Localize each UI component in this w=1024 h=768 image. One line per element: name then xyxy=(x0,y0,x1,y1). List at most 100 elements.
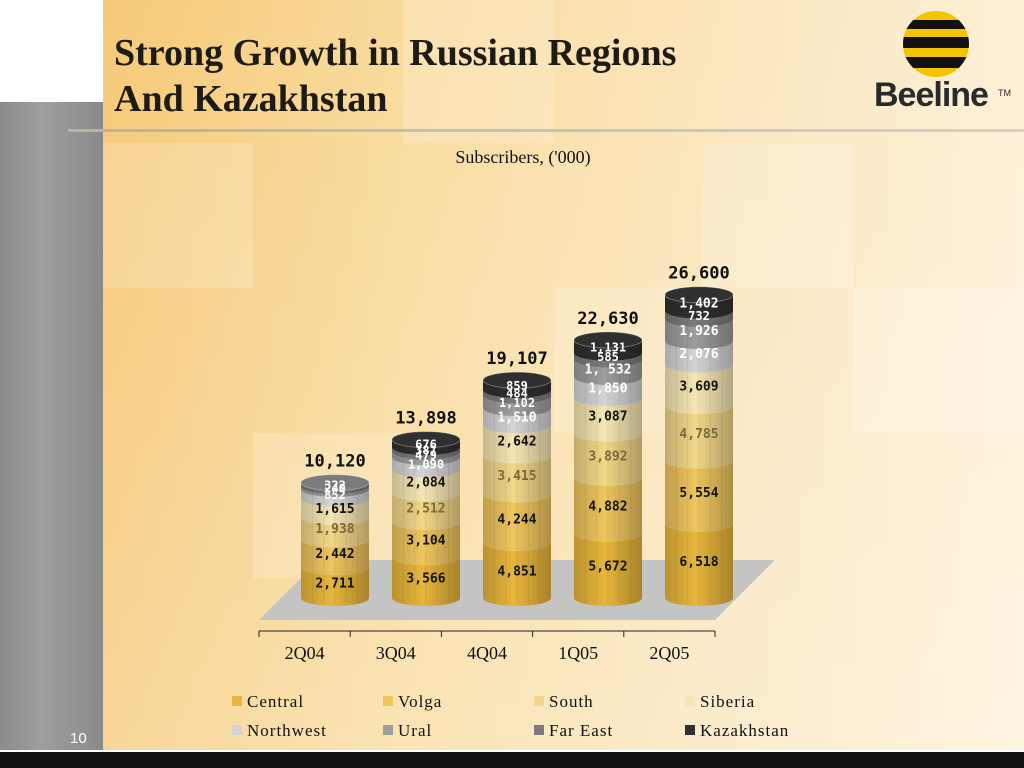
data-label: 240 xyxy=(324,482,346,496)
bar-segment-siberia xyxy=(665,364,733,414)
bar-segment-volga xyxy=(392,521,460,566)
data-label: 387 xyxy=(415,443,437,457)
legend-label: Far East xyxy=(549,721,614,740)
left-sidebar-decor xyxy=(0,0,103,768)
data-label: 2,642 xyxy=(497,434,536,449)
data-label: 1,615 xyxy=(315,502,354,517)
bar-segment-volga xyxy=(483,494,551,551)
bar-segment-ural xyxy=(392,451,460,466)
data-label: 852 xyxy=(324,488,346,502)
data-label: 5,672 xyxy=(588,560,627,575)
legend-label: Northwest xyxy=(247,721,327,740)
bar-total-label: 22,630 xyxy=(577,309,638,329)
data-label: 2,076 xyxy=(679,347,718,362)
bar-segment-central xyxy=(301,567,369,606)
bar-total-label: 19,107 xyxy=(486,349,547,369)
bar-segment-siberia xyxy=(483,425,551,464)
legend-swatch xyxy=(534,725,544,735)
bar-segment-kazakhstan xyxy=(483,380,551,398)
data-label: 676 xyxy=(415,437,437,451)
bar-segment-far-east xyxy=(665,310,733,328)
bar-segment-far-east xyxy=(574,352,642,368)
legend-swatch xyxy=(232,696,242,706)
bar-segment-central xyxy=(574,533,642,606)
bottom-rule xyxy=(0,750,1024,752)
bar-segment-south xyxy=(301,517,369,548)
data-label: 1,850 xyxy=(588,382,627,397)
data-label: 5,554 xyxy=(679,486,718,501)
x-tick-label: 1Q05 xyxy=(558,643,598,663)
data-label: 4,244 xyxy=(497,513,536,528)
x-tick-label: 2Q04 xyxy=(285,643,325,663)
data-label: 3,415 xyxy=(497,469,536,484)
data-label: 1,102 xyxy=(499,396,535,410)
legend-item-northwest: Northwest xyxy=(232,721,327,741)
bar-segment-kazakhstan xyxy=(574,340,642,361)
beeline-logo-icon xyxy=(903,11,969,77)
bar-segment-kazakhstan xyxy=(392,439,460,456)
data-label: 322 xyxy=(324,478,346,492)
bar-segment-far-east xyxy=(392,447,460,460)
bar-segment-siberia xyxy=(392,469,460,502)
title-line-1: Strong Growth in Russian Regions xyxy=(114,32,677,74)
data-label: 1,938 xyxy=(315,522,354,537)
left-top-white-block xyxy=(0,0,103,100)
data-label: 2,711 xyxy=(315,577,354,592)
legend-swatch xyxy=(685,696,695,706)
x-axis: 2Q04 3Q04 4Q04 1Q05 2Q05 xyxy=(258,630,716,663)
legend-label: Siberia xyxy=(700,692,756,711)
data-label: 3,566 xyxy=(406,572,445,587)
data-label: 1,510 xyxy=(497,411,536,426)
data-label: 6,518 xyxy=(679,555,718,570)
bar-segment-northwest xyxy=(574,377,642,407)
bar-segment-northwest xyxy=(665,341,733,373)
data-label: 4,785 xyxy=(679,427,718,442)
legend-swatch xyxy=(383,725,393,735)
bar-segment-south xyxy=(483,455,551,503)
bar-segment-northwest xyxy=(392,457,460,478)
bar-segment-ural xyxy=(574,359,642,386)
legend-item-volga: Volga xyxy=(383,692,442,712)
x-tick-label: 3Q04 xyxy=(376,643,416,663)
bar-total-label: 26,600 xyxy=(668,264,729,284)
legend-label: Central xyxy=(247,692,305,711)
logo-trademark: TM xyxy=(998,88,1011,98)
bar-top-cap xyxy=(573,331,643,349)
background-tile xyxy=(403,0,553,143)
bar-top-cap xyxy=(300,474,370,492)
legend-swatch xyxy=(534,696,544,706)
data-label: 859 xyxy=(506,379,528,393)
data-label: 1,090 xyxy=(408,457,444,471)
bar-segment-central xyxy=(483,542,551,606)
bar-segment-far-east xyxy=(301,482,369,495)
data-label: 2,512 xyxy=(406,502,445,517)
bar-total-label: 13,898 xyxy=(395,409,456,429)
x-tick-label: 2Q05 xyxy=(649,643,689,663)
bar-segment-central xyxy=(392,557,460,606)
legend-swatch xyxy=(685,725,695,735)
legend-item-central: Central xyxy=(232,692,304,712)
bar-top-cap xyxy=(664,286,734,304)
background-tile xyxy=(103,143,253,288)
bar-segment-siberia xyxy=(301,498,369,526)
data-label: 4,882 xyxy=(588,500,627,515)
legend-label: Volga xyxy=(398,692,443,711)
bar-segment-far-east xyxy=(483,389,551,404)
left-divider xyxy=(0,100,103,102)
data-label: 3,892 xyxy=(588,450,627,465)
bar-segment-south xyxy=(574,433,642,486)
bottom-bar xyxy=(0,752,1024,768)
legend-label: Ural xyxy=(398,721,433,740)
bar-segment-northwest xyxy=(301,489,369,507)
bar-segment-volga xyxy=(301,539,369,576)
data-label: 3,609 xyxy=(679,379,718,394)
bar-segment-volga xyxy=(665,460,733,532)
data-label: 484 xyxy=(506,387,528,401)
bar-segment-ural xyxy=(483,395,551,417)
data-label: 4,851 xyxy=(497,564,536,579)
data-label: 1,926 xyxy=(679,324,718,339)
data-label: 3,087 xyxy=(588,410,627,425)
